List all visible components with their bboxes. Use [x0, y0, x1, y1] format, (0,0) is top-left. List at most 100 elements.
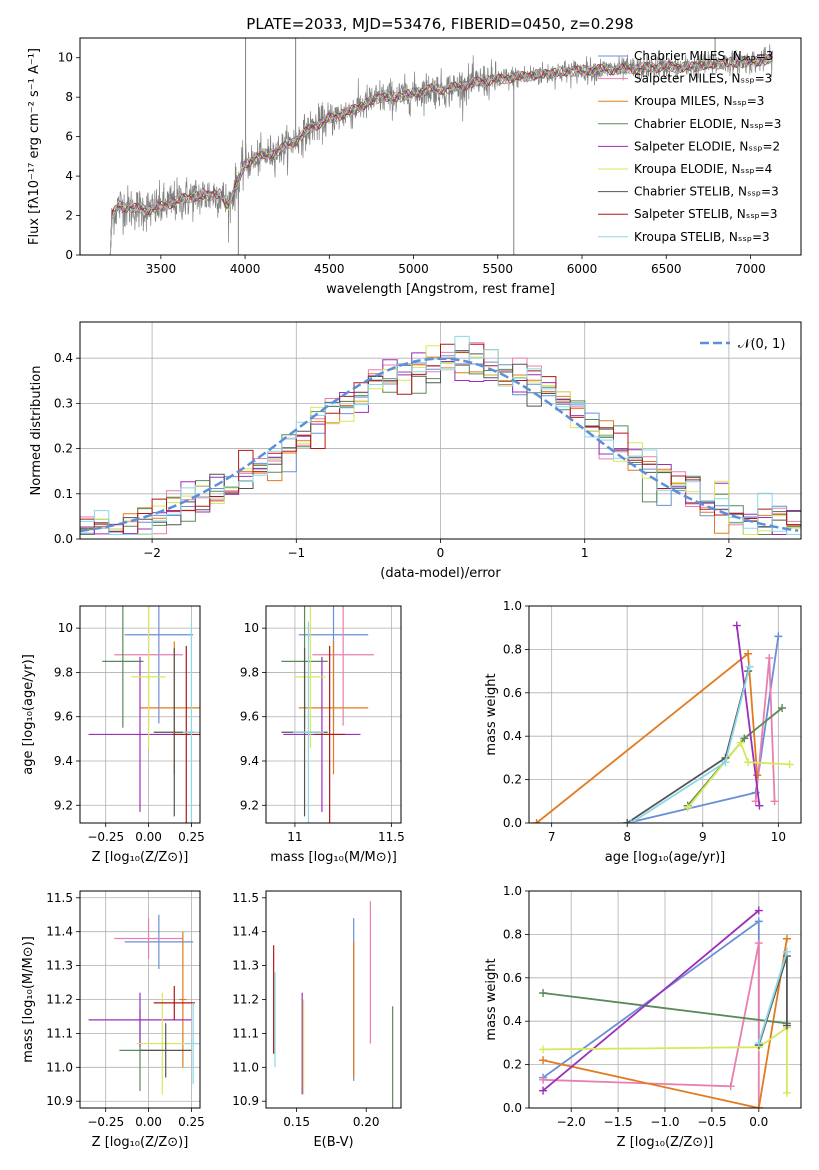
y-tick-label: 9.8 [54, 665, 73, 679]
error-point [293, 621, 324, 823]
y-axis-label: Flux [fλ10⁻¹⁷ erg cm⁻² s⁻¹ A⁻¹] [27, 48, 42, 245]
error-point [102, 606, 144, 728]
y-tick-label: 9.2 [240, 798, 259, 812]
plot-area [80, 322, 801, 539]
panel-ebv: 0.15 0.20 10.9 11.0 11.1 11.2 11.3 11.4 11.5 E(B-… [232, 890, 402, 1150]
error-point [172, 645, 200, 823]
weight-marker [755, 801, 764, 810]
plot-area [529, 606, 801, 823]
x-axis-label: Z [log₁₀(Z/Z⊙)] [92, 1135, 189, 1150]
legend: 𝒩(0, 1) [700, 337, 785, 352]
weight-line [536, 651, 759, 823]
axes-frame [79, 605, 201, 824]
y-axis-label: Normed distribution [29, 366, 44, 496]
axes-frame [528, 890, 802, 1109]
weight-marker [782, 947, 791, 956]
model-spectrum [109, 53, 773, 255]
panel-residuals: −2 −1 0 1 2 0.0 0.1 0.2 0.3 0.4 (data-model)/error… [29, 321, 802, 581]
x-tick-label: 7 [548, 830, 556, 844]
plot-area [80, 891, 200, 1108]
x-axis-label: E(B-V) [313, 1135, 353, 1150]
error-point [153, 985, 195, 1020]
axes-frame [265, 605, 402, 824]
y-tick-label: 0.2 [503, 773, 522, 787]
x-tick-label: −1.0 [650, 1115, 679, 1129]
figure-title: PLATE=2033, MJD=53476, FIBERID=0450, z=0… [246, 15, 633, 33]
y-tick-label: 0.2 [503, 1058, 522, 1072]
x-tick-label: 1 [581, 546, 589, 560]
plot-area [266, 606, 401, 823]
x-tick-label: 0.0 [749, 1115, 768, 1129]
weight-marker [732, 621, 741, 630]
axes-frame [79, 37, 802, 256]
residual-histogram [80, 343, 801, 535]
y-tick-label: 9.6 [240, 710, 259, 724]
error-point [179, 931, 187, 1068]
weight-marker [782, 934, 791, 943]
error-point [124, 914, 194, 969]
axes-frame [528, 605, 802, 824]
y-tick-label: 11.0 [232, 1060, 259, 1074]
weight-line [735, 625, 761, 806]
panels: 3500 4000 4500 5000 5500 6000 6500 70000246810w… [21, 37, 802, 1150]
y-tick-label: 2 [65, 209, 73, 223]
x-axis-label: Z [log₁₀(Z/Z⊙)] [92, 850, 189, 865]
panel-spectrum: 3500 4000 4500 5000 5500 6000 6500 7000 0 2 4 6 8 10 w… [27, 37, 802, 297]
weight-marker [745, 662, 754, 671]
weight-marker [726, 1082, 735, 1091]
error-point [312, 606, 374, 726]
y-tick-label: 0.0 [503, 816, 522, 830]
weight-marker [778, 703, 787, 712]
y-tick-label: 0.8 [503, 642, 522, 656]
weight-marker [754, 939, 763, 948]
x-tick-label: 6500 [651, 262, 682, 276]
x-tick-label: −1 [287, 546, 305, 560]
y-tick-label: 0.4 [503, 1014, 522, 1028]
error-point [294, 606, 326, 748]
weight-marker [754, 1104, 763, 1108]
weight-marker [774, 632, 783, 641]
model-spectrum [109, 55, 773, 255]
error-point [140, 1023, 192, 1078]
x-tick-label: 2 [725, 546, 733, 560]
x-tick-label: −0.25 [87, 1115, 124, 1129]
x-tick-label: 8 [623, 830, 631, 844]
weight-marker [765, 654, 774, 663]
legend-label: Chabrier MILES, Nₛₛₚ=3 [634, 49, 774, 63]
y-tick-label: 11.2 [232, 993, 259, 1007]
y-tick-label: 0.0 [503, 1101, 522, 1115]
y-tick-label: 11.3 [232, 959, 259, 973]
y-tick-label: 0.4 [503, 729, 522, 743]
y-tick-label: 0.3 [54, 396, 73, 410]
x-axis-label: age [log₁₀(age/yr)] [605, 850, 726, 865]
y-tick-label: 10 [58, 51, 73, 65]
weight-marker [539, 1056, 548, 1065]
error-point [114, 918, 183, 959]
x-tick-label: 0.00 [135, 830, 162, 844]
y-tick-label: 6 [65, 130, 73, 144]
weight-marker [754, 1038, 763, 1047]
y-tick-label: 9.8 [240, 665, 259, 679]
x-tick-label: −1.5 [604, 1115, 633, 1129]
x-tick-label: −2 [143, 546, 161, 560]
y-tick-label: 11.4 [46, 925, 73, 939]
y-tick-label: 9.2 [54, 798, 73, 812]
y-tick-label: 11.2 [46, 993, 73, 1007]
weight-marker [754, 906, 763, 915]
y-axis-label: mass weight [484, 958, 499, 1040]
weight-line [543, 942, 760, 1108]
panel-mass_vs_Z: −0.25 0.00 0.25 10.9 11.0 11.1 11.2 11.3 11.4 11.… [21, 890, 205, 1150]
y-tick-label: 10 [244, 621, 259, 635]
weight-marker [785, 760, 794, 769]
plot-area [273, 901, 394, 1108]
weight-marker [744, 649, 753, 658]
y-tick-label: 10.9 [46, 1094, 73, 1108]
y-axis-label: age [log₁₀(age/yr)] [21, 654, 36, 775]
weight-line [542, 909, 760, 1092]
x-tick-label: 11 [287, 830, 302, 844]
error-point [131, 606, 166, 748]
weight-marker [740, 734, 749, 743]
x-tick-label: 0 [437, 546, 445, 560]
x-tick-label: 4500 [314, 262, 345, 276]
legend-label: 𝒩(0, 1) [738, 337, 785, 352]
